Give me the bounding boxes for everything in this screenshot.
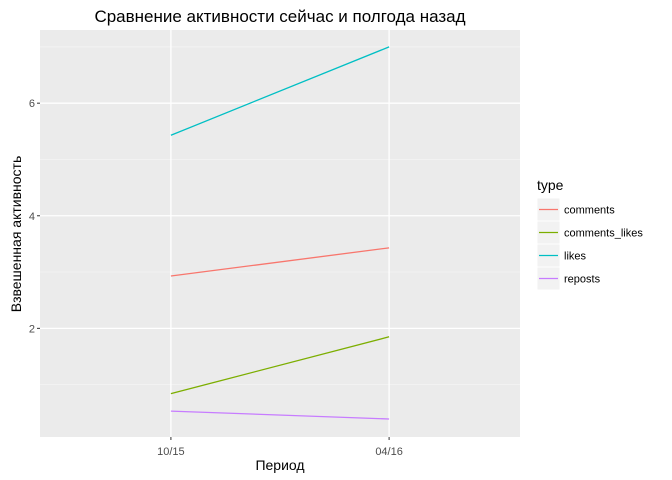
x-tick-label: 04/16 <box>375 446 403 458</box>
series-lines <box>170 46 390 420</box>
x-axis: 10/15 04/16 <box>157 437 403 458</box>
major-gridlines <box>40 30 520 437</box>
chart-title: Сравнение активности сейчас и полгода на… <box>94 7 465 26</box>
series-line-comments-likes <box>170 336 390 395</box>
legend-label-comments: comments <box>564 205 615 217</box>
minor-gridlines <box>40 46 520 385</box>
legend-title: type <box>537 177 564 193</box>
x-tick-label: 10/15 <box>157 446 185 458</box>
y-tick-label: 2 <box>29 323 35 335</box>
x-axis-title: Период <box>255 457 304 473</box>
legend-label-likes: likes <box>564 251 587 263</box>
y-tick-label: 6 <box>29 98 35 110</box>
y-tick-label: 4 <box>29 211 35 223</box>
y-axis-title: Взвешенная активность <box>8 156 24 313</box>
legend-label-comments-likes: comments_likes <box>564 228 643 240</box>
legend-label-reposts: reposts <box>564 274 601 286</box>
series-line-reposts <box>170 410 390 420</box>
plot-panel <box>40 30 520 437</box>
y-axis: 2 4 6 <box>29 98 40 335</box>
series-line-likes <box>170 46 390 136</box>
series-line-comments <box>170 247 390 277</box>
